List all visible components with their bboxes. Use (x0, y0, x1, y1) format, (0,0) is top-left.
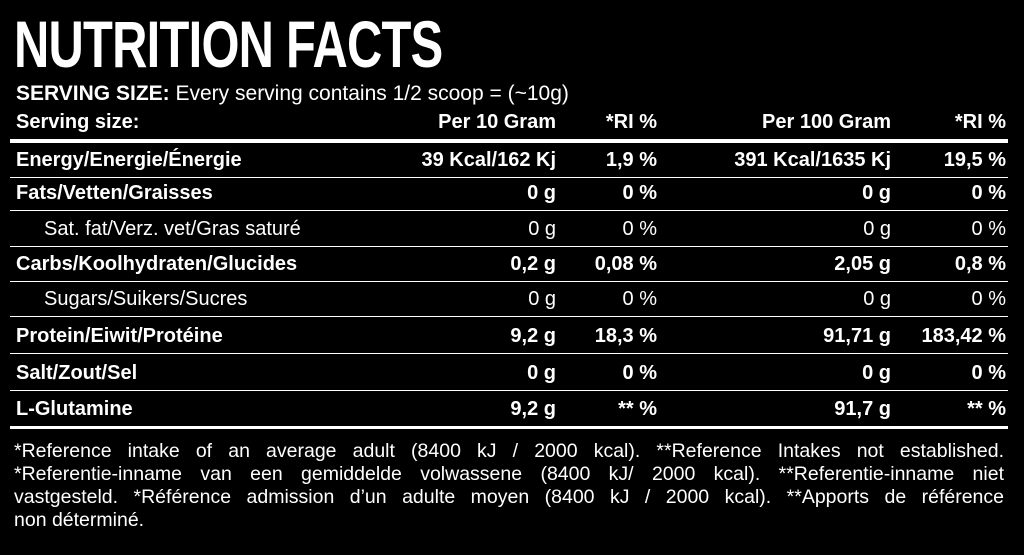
row-value: 0 % (622, 362, 657, 384)
row-label: Fats/Vetten/Graisses (16, 182, 213, 204)
row-value: 391 Kcal/1635 Kj (734, 149, 891, 171)
row-value: 1,9 % (605, 149, 657, 171)
row-value: 0,08 % (594, 253, 657, 275)
footnote-line: *Referentie-inname van een gemiddelde vo… (14, 463, 1004, 485)
row-value: 0 g (528, 218, 556, 240)
row-value: 39 Kcal/162 Kj (421, 149, 556, 171)
row-value: 0 g (863, 218, 891, 240)
footnote-line: non déterminé. (14, 509, 145, 531)
row-label: Carbs/Koolhydraten/Glucides (16, 253, 298, 275)
row-rule (10, 246, 1008, 247)
table-bottom-rule (10, 426, 1008, 429)
row-value: 91,7 g (834, 398, 891, 420)
footnote-line: vastgesteld. *Référence admission d’un a… (14, 486, 1004, 508)
header-value: Per 100 Gram (762, 111, 891, 133)
row-value: 0 % (622, 182, 657, 204)
serving-text: Every serving contains 1/2 scoop = (~10g… (175, 82, 569, 105)
header-value: *RI % (605, 111, 657, 133)
row-label: Salt/Zout/Sel (16, 362, 138, 384)
row-rule (10, 390, 1008, 391)
header-label: Serving size: (16, 111, 140, 133)
footnote-line: *Reference intake of an average adult (8… (14, 440, 1004, 462)
row-value: 0 g (528, 288, 556, 310)
serving-line: SERVING SIZE: Every serving contains 1/2… (16, 82, 569, 106)
row-label: Protein/Eiwit/Protéine (16, 325, 223, 347)
serving-label: SERVING SIZE: (16, 82, 170, 105)
row-value: 0 g (527, 362, 556, 384)
row-value: 18,3 % (594, 325, 657, 347)
row-value: ** % (618, 398, 657, 420)
row-rule (10, 281, 1008, 282)
header-rule (10, 139, 1008, 143)
row-value: 0 % (971, 362, 1006, 384)
row-value: 0 % (971, 182, 1006, 204)
row-value: 183,42 % (921, 325, 1006, 347)
row-rule (10, 353, 1008, 354)
header-value: Per 10 Gram (438, 111, 556, 133)
header-value: *RI % (954, 111, 1006, 133)
row-label: Sat. fat/Verz. vet/Gras saturé (44, 218, 301, 240)
title: NUTRITION FACTS (14, 7, 443, 81)
row-value: ** % (967, 398, 1006, 420)
row-rule (10, 177, 1008, 178)
row-value: 0 % (622, 218, 657, 240)
row-label: Sugars/Suikers/Sucres (44, 288, 248, 310)
row-value: 19,5 % (943, 149, 1006, 171)
row-value: 9,2 g (510, 325, 556, 347)
row-value: 0 % (971, 288, 1006, 310)
row-value: 0,8 % (954, 253, 1006, 275)
row-value: 9,2 g (510, 398, 556, 420)
row-value: 0 % (971, 218, 1006, 240)
row-value: 0,2 g (510, 253, 556, 275)
row-label: L-Glutamine (16, 398, 133, 420)
row-value: 2,05 g (834, 253, 891, 275)
row-value: 0 % (622, 288, 657, 310)
row-rule (10, 210, 1008, 211)
row-value: 0 g (862, 362, 891, 384)
row-label: Energy/Energie/Énergie (16, 149, 242, 171)
row-rule (10, 316, 1008, 317)
row-value: 0 g (862, 182, 891, 204)
row-value: 0 g (863, 288, 891, 310)
row-value: 0 g (527, 182, 556, 204)
row-value: 91,71 g (823, 325, 891, 347)
